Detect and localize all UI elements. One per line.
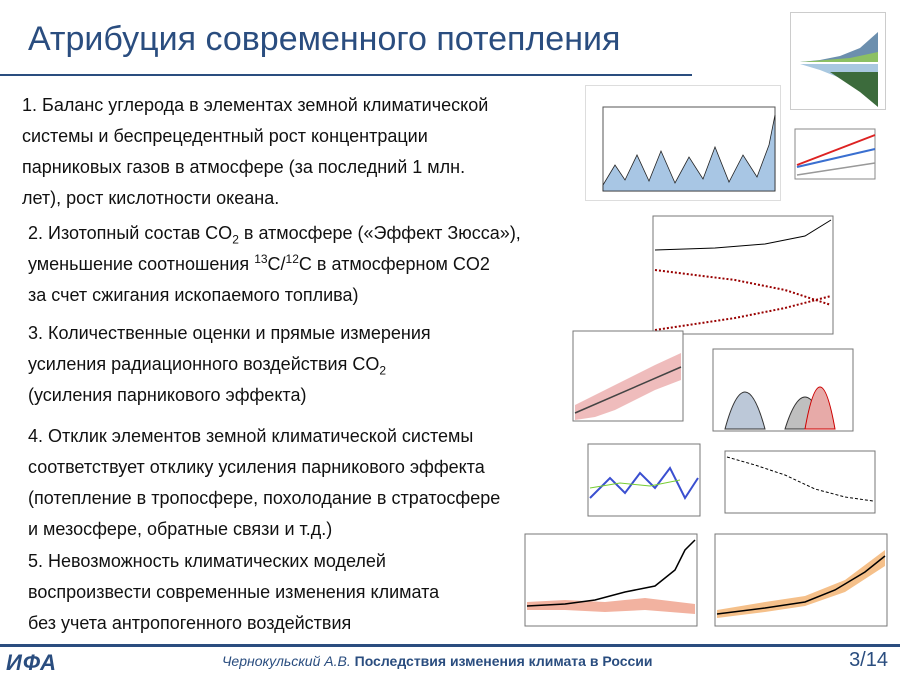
footer-text: Чернокульский А.В. Последствия изменения… xyxy=(222,653,652,669)
page-number: 3/14 xyxy=(849,649,888,671)
subscript: 2 xyxy=(232,232,239,247)
text: лет), рост кислотности океана. xyxy=(22,188,280,208)
text: 4. Отклик элементов земной климатической… xyxy=(28,426,474,446)
text: за счет сжигания ископаемого топлива) xyxy=(28,285,359,305)
thumb-chart xyxy=(794,128,876,180)
bullet-line: лет), рост кислотности океана. xyxy=(22,183,488,214)
text: системы и беспрецедентный рост концентра… xyxy=(22,126,428,146)
bullet-line: без учета антропогенного воздействия xyxy=(28,608,439,639)
subscript: 2 xyxy=(379,363,387,378)
text: 2. Изотопный состав CO xyxy=(28,223,233,243)
talk-title: Последствия изменения климата в России xyxy=(354,653,653,669)
thumb-chart xyxy=(585,85,781,201)
bullet-line: парниковых газов в атмосфере (за последн… xyxy=(22,152,488,183)
bullet-line: 2. Изотопный состав CO2 в атмосфере («Эф… xyxy=(28,218,521,249)
text: без учета антропогенного воздействия xyxy=(28,613,352,633)
bullet: 3. Количественные оценки и прямые измере… xyxy=(28,318,431,411)
bullet-line: 5. Невозможность климатических моделей xyxy=(28,546,439,577)
bullet: 1. Баланс углерода в элементах земной кл… xyxy=(22,90,488,214)
footer-rule xyxy=(0,644,900,647)
title-rule xyxy=(0,74,692,76)
bullet-line: усиления радиационного воздействия CO2 xyxy=(28,349,431,380)
bullet-line: воспроизвести современные изменения клим… xyxy=(28,577,439,608)
bullet-line: 4. Отклик элементов земной климатической… xyxy=(28,421,500,452)
thumb-chart xyxy=(524,533,698,627)
bullet-line: системы и беспрецедентный рост концентра… xyxy=(22,121,488,152)
bullet: 2. Изотопный состав CO2 в атмосфере («Эф… xyxy=(28,218,521,311)
text: воспроизвести современные изменения клим… xyxy=(28,582,440,602)
bullet-line: 1. Баланс углерода в элементах земной кл… xyxy=(22,90,488,121)
thumb-chart xyxy=(724,450,876,514)
text: C/ xyxy=(267,254,286,274)
text: уменьшение соотношения xyxy=(28,254,255,274)
text: соответствует отклику усиления парниково… xyxy=(28,457,485,477)
text: в атмосфере («Эффект Зюсса»), xyxy=(238,223,521,243)
slide-title: Атрибуция современного потепления xyxy=(28,20,621,58)
bullet-line: соответствует отклику усиления парниково… xyxy=(28,452,500,483)
thumb-chart xyxy=(790,12,886,110)
bullet: 5. Невозможность климатических моделей во… xyxy=(28,546,439,639)
bullet-line: уменьшение соотношения 13C/12C в атмосфе… xyxy=(28,249,521,280)
thumb-chart xyxy=(587,443,701,517)
thumb-chart xyxy=(712,348,854,432)
text: 3. Количественные оценки и прямые измере… xyxy=(28,323,431,343)
bullet-line: за счет сжигания ископаемого топлива) xyxy=(28,280,521,311)
text: усиления радиационного воздействия CO xyxy=(28,354,380,374)
bullet-line: (потепление в тропосфере, похолодание в … xyxy=(28,483,500,514)
bullet: 4. Отклик элементов земной климатической… xyxy=(28,421,500,545)
text: 1. Баланс углерода в элементах земной кл… xyxy=(22,95,489,115)
thumb-chart xyxy=(714,533,888,627)
thumb-chart xyxy=(572,330,684,422)
author: Чернокульский А.В. xyxy=(222,653,351,669)
text: (усиления парникового эффекта) xyxy=(28,385,307,405)
superscript: 13 xyxy=(254,252,268,266)
bullet-line: (усиления парникового эффекта) xyxy=(28,380,431,411)
bullet-line: и мезосфере, обратные связи и т.д.) xyxy=(28,514,500,545)
text: и мезосфере, обратные связи и т.д.) xyxy=(28,519,333,539)
superscript: 12 xyxy=(285,252,299,266)
logo: ИФА xyxy=(6,650,58,675)
thumb-chart xyxy=(652,215,834,335)
bullet-line: 3. Количественные оценки и прямые измере… xyxy=(28,318,431,349)
text: парниковых газов в атмосфере (за последн… xyxy=(22,157,466,177)
text: 5. Невозможность климатических моделей xyxy=(28,551,386,571)
text: (потепление в тропосфере, похолодание в … xyxy=(28,488,501,508)
text: C в атмосферном CO2 xyxy=(298,254,490,274)
